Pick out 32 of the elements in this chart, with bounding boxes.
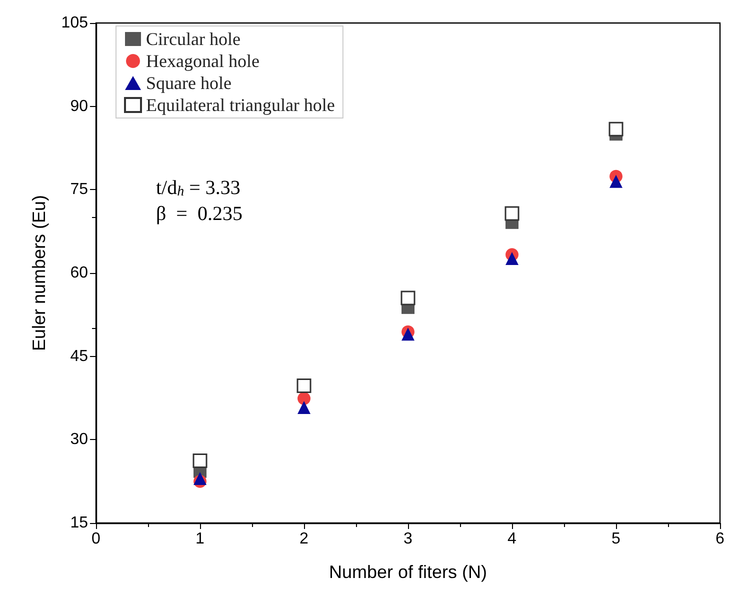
legend-label: Circular hole	[146, 29, 240, 49]
point	[506, 252, 518, 266]
point	[610, 174, 622, 188]
y-axis-title: Euler numbers (Eu)	[29, 194, 49, 352]
point	[194, 472, 206, 486]
point	[400, 290, 416, 306]
y-tick-label: 45	[70, 348, 88, 365]
x-tick-label: 6	[716, 530, 725, 548]
y-tick-label: 60	[70, 264, 88, 282]
y-tick-label: 90	[70, 98, 88, 115]
x-tick-label: 5	[612, 530, 621, 548]
point	[402, 328, 414, 341]
annotation: β = 0.235	[156, 203, 242, 225]
y-tick-label: 75	[70, 181, 88, 198]
x-tick-label: 2	[300, 530, 309, 548]
x-axis-title: Number of fiters (N)	[328, 562, 488, 582]
point	[298, 392, 310, 406]
legend-label: Square hole	[146, 73, 232, 93]
x-tick-label: 4	[508, 530, 517, 548]
annotation: t/dh = 3.33	[156, 177, 240, 200]
y-tick-label: 105	[61, 14, 88, 32]
x-tick-label: 0	[92, 530, 101, 548]
x-tick-label: 3	[404, 530, 413, 548]
legend-label: Equilateral triangular hole	[146, 95, 335, 115]
y-tick-label: 15	[70, 514, 88, 532]
point	[192, 454, 208, 468]
legend-label: Hexagonal hole	[146, 51, 260, 71]
point	[608, 122, 624, 136]
x-tick-label: 1	[196, 530, 205, 548]
y-tick-label: 30	[70, 431, 88, 448]
point	[298, 400, 310, 414]
point	[504, 206, 520, 221]
